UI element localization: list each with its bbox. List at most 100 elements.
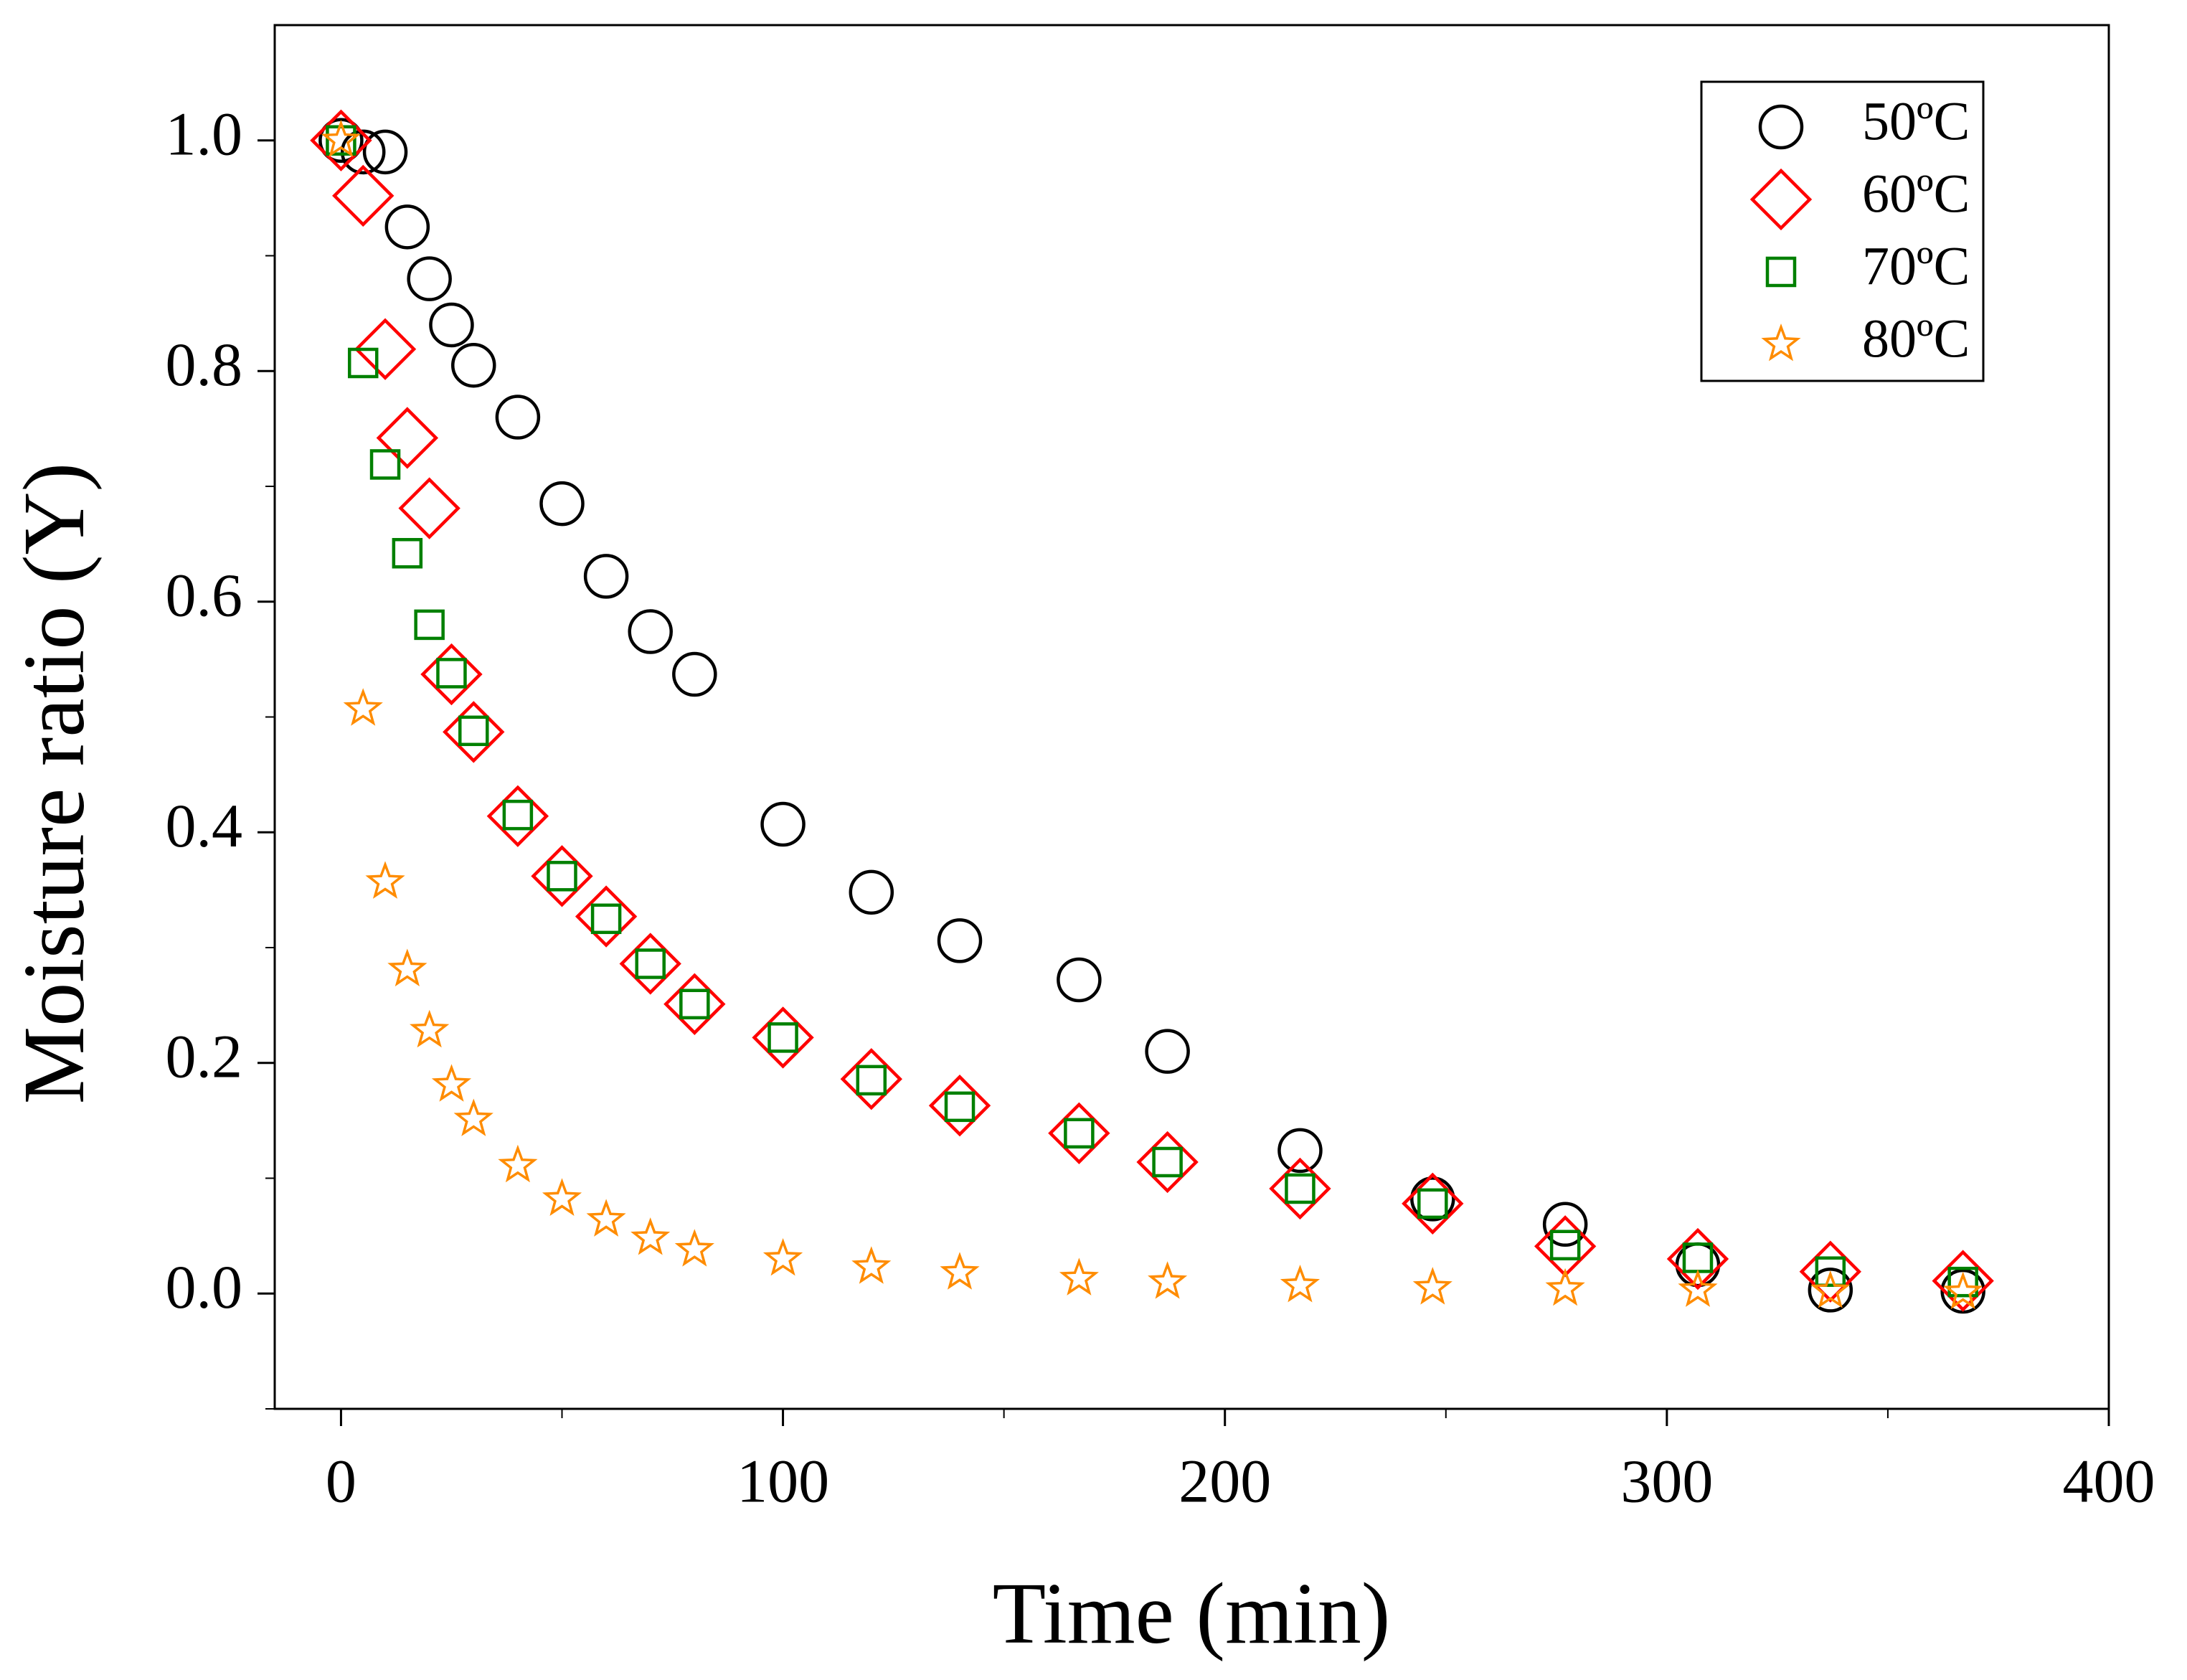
legend-marker [1758, 104, 1804, 150]
point [1943, 1271, 1983, 1310]
legend-box [1700, 80, 1985, 382]
point [387, 948, 428, 987]
x-tick-label: 400 [2063, 1447, 2155, 1516]
point [340, 129, 386, 175]
x-tick-label: 200 [1178, 1447, 1271, 1516]
point [436, 658, 467, 689]
point [762, 1238, 803, 1276]
y-tick-label: 0.8 [166, 330, 243, 399]
point [752, 1006, 814, 1069]
point [672, 651, 717, 697]
point [384, 204, 430, 250]
point [630, 1217, 671, 1255]
point [840, 1048, 902, 1110]
y-tick-label: 0.4 [166, 791, 243, 860]
x-axis-title: Time (min) [993, 1565, 1391, 1662]
point [392, 537, 423, 569]
y-axis-title: Moisture ratio (Y) [6, 463, 103, 1104]
point [1410, 1176, 1455, 1222]
point [1549, 1230, 1581, 1260]
y-tick-label: 0.2 [166, 1021, 243, 1090]
point [398, 477, 460, 539]
point [944, 1091, 976, 1123]
point [414, 609, 445, 641]
point [369, 449, 401, 480]
point [486, 785, 549, 847]
legend-marker [1761, 323, 1801, 362]
point [628, 609, 673, 654]
point [502, 799, 534, 831]
point [354, 318, 417, 380]
point [362, 129, 408, 175]
point [1280, 1265, 1321, 1303]
point [663, 973, 726, 1035]
point [928, 1075, 991, 1137]
legend-label: 80ºC [1862, 308, 1970, 369]
x-tick-label: 0 [326, 1447, 356, 1516]
legend-label: 60ºC [1862, 164, 1970, 224]
point [1402, 1172, 1464, 1235]
point [1152, 1146, 1183, 1178]
point [1815, 1256, 1846, 1287]
point [318, 118, 364, 163]
point [429, 302, 474, 348]
point [451, 342, 496, 388]
point [619, 933, 681, 995]
point [1145, 1029, 1190, 1074]
point [365, 861, 405, 899]
point [940, 1252, 980, 1290]
point [1932, 1250, 1994, 1312]
point [498, 1144, 538, 1183]
point [1059, 1257, 1099, 1296]
point [575, 885, 638, 948]
point [495, 395, 541, 440]
point [1678, 1269, 1718, 1307]
point [674, 1229, 714, 1267]
point [1947, 1266, 1978, 1298]
point [420, 643, 483, 706]
legend-marker [1765, 256, 1797, 288]
series [318, 118, 1985, 1314]
point [407, 256, 452, 301]
point [547, 861, 577, 892]
point [1412, 1267, 1453, 1305]
y-tick-label: 0.6 [166, 560, 243, 629]
x-tick-label: 300 [1620, 1447, 1713, 1516]
point [679, 988, 710, 1020]
point [539, 481, 585, 527]
point [1666, 1227, 1729, 1290]
point [531, 845, 593, 907]
point [849, 869, 894, 915]
point [458, 715, 489, 747]
legend: 50ºC 60ºC 70ºC 80ºC [1700, 80, 1985, 382]
point [431, 1064, 472, 1102]
legend-label: 70ºC [1862, 236, 1970, 296]
point [1136, 1131, 1199, 1194]
point [1148, 1261, 1188, 1299]
point [937, 918, 983, 963]
point [1810, 1270, 1851, 1308]
point [1057, 957, 1102, 1003]
point [586, 1199, 626, 1237]
y-tick-label: 1.0 [166, 99, 243, 168]
point [321, 119, 361, 158]
point [590, 903, 622, 935]
point [1682, 1242, 1714, 1273]
point [376, 407, 439, 469]
point [1285, 1173, 1315, 1204]
point [443, 701, 505, 763]
point [410, 1009, 450, 1048]
point [767, 1022, 798, 1053]
point [343, 688, 383, 726]
point [310, 109, 372, 171]
point [1417, 1188, 1448, 1219]
legend-label: 50ºC [1862, 91, 1970, 151]
point [347, 347, 379, 379]
point [856, 1065, 887, 1096]
point [1048, 1102, 1110, 1164]
point [1277, 1128, 1323, 1174]
point [542, 1178, 582, 1216]
point [760, 801, 806, 847]
point [1064, 1118, 1095, 1149]
